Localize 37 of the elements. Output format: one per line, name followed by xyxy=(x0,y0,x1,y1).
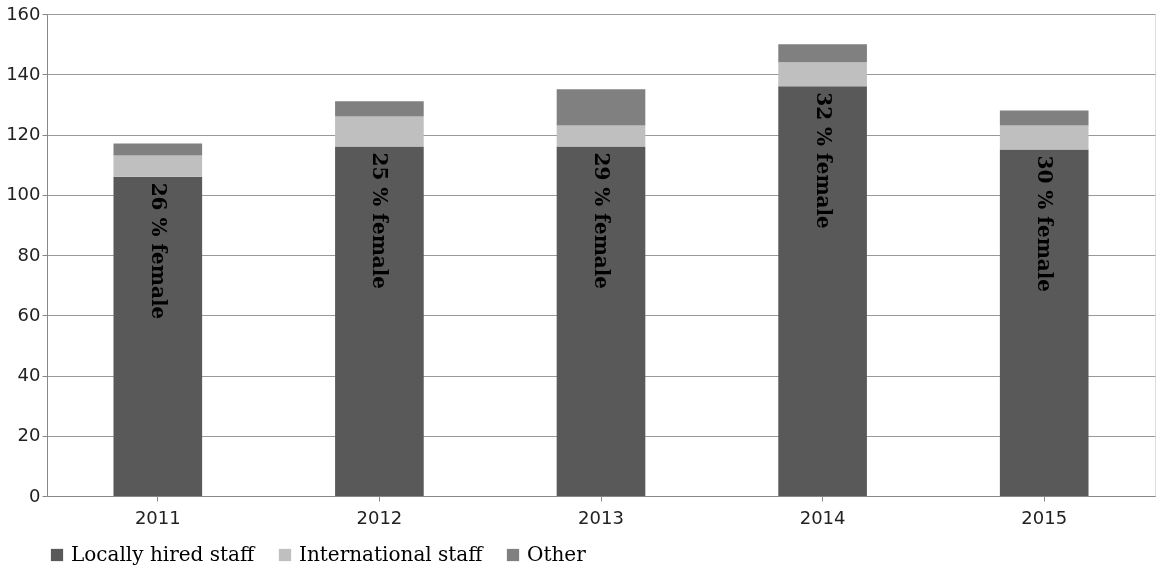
bar xyxy=(556,125,646,147)
bar xyxy=(335,146,424,496)
y-tick-label: 100 xyxy=(6,183,41,205)
y-tick-label: 160 xyxy=(6,2,41,24)
y-tick-label: 40 xyxy=(17,364,41,385)
legend-label: International staff xyxy=(299,542,485,566)
x-tick-label: 2012 xyxy=(356,506,403,528)
bar xyxy=(999,149,1089,496)
y-tick-label: 120 xyxy=(6,123,41,144)
y-tick-label: 60 xyxy=(17,303,41,325)
legend-label: Other xyxy=(527,542,587,566)
bar xyxy=(556,146,646,496)
bar xyxy=(335,116,424,147)
annotation: 32 % female xyxy=(811,92,836,229)
y-tick-label: 20 xyxy=(17,424,41,446)
bar xyxy=(113,143,203,156)
bar xyxy=(778,62,867,87)
x-tick-label: 2015 xyxy=(1021,506,1068,528)
bar xyxy=(778,44,867,63)
x-tick-label: 2011 xyxy=(134,506,181,528)
bar xyxy=(778,86,867,496)
legend-label: Locally hired staff xyxy=(71,542,256,566)
annotation: 30 % female xyxy=(1033,155,1058,293)
bar xyxy=(999,110,1089,126)
annotation: 26 % female xyxy=(146,182,171,320)
y-tick-label: 0 xyxy=(29,484,41,506)
y-tick-label: 80 xyxy=(17,243,41,265)
bar xyxy=(113,176,203,496)
bar xyxy=(113,155,203,177)
annotation: 29 % female xyxy=(590,152,614,290)
x-tick-label: 2014 xyxy=(799,506,846,528)
bar xyxy=(556,89,646,126)
annotation: 25 % female xyxy=(368,152,393,290)
bar xyxy=(335,101,424,117)
x-tick-label: 2013 xyxy=(578,506,624,528)
bar xyxy=(999,125,1089,150)
y-tick-label: 140 xyxy=(6,62,41,84)
